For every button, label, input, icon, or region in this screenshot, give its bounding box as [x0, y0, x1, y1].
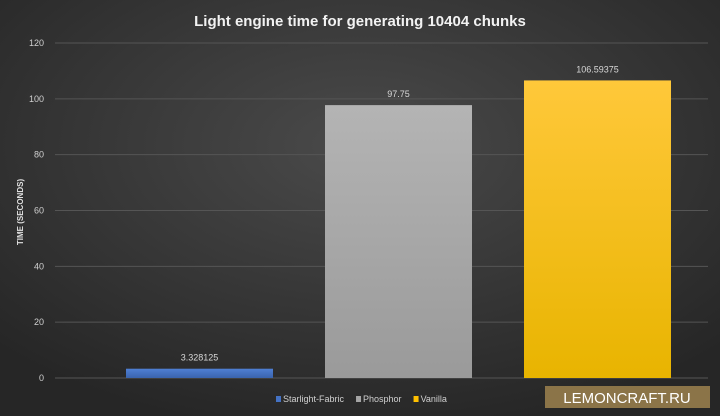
legend-swatch	[413, 396, 419, 402]
y-tick-label: 80	[34, 150, 44, 160]
bar-vanilla	[524, 80, 671, 378]
legend-entry: Phosphor	[363, 394, 402, 404]
y-axis-label: TIME (SECONDS)	[16, 179, 25, 246]
y-tick-label: 100	[29, 94, 44, 104]
legend-entry: Starlight-Fabric	[283, 394, 345, 404]
bar-starlight-fabric	[126, 368, 273, 378]
y-tick-label: 120	[29, 38, 44, 48]
watermark-box	[545, 386, 710, 408]
legend-swatch	[276, 396, 281, 402]
y-tick-label: 40	[34, 261, 44, 271]
y-tick-label: 20	[34, 317, 44, 327]
data-label: 106.59375	[576, 64, 619, 74]
legend-entry: Vanilla	[421, 394, 447, 404]
legend-swatch	[356, 396, 362, 402]
watermark-text: LEMONCRAFT.RU	[563, 390, 691, 407]
chart-title: Light engine time for generating 10404 c…	[194, 13, 526, 30]
data-label: 3.328125	[181, 353, 219, 363]
bar-phosphor	[325, 105, 472, 378]
data-label: 97.75	[387, 89, 410, 99]
watermark: LEMONCRAFT.RU	[545, 386, 710, 408]
y-tick-label: 0	[39, 373, 44, 383]
y-tick-label: 60	[34, 206, 44, 216]
